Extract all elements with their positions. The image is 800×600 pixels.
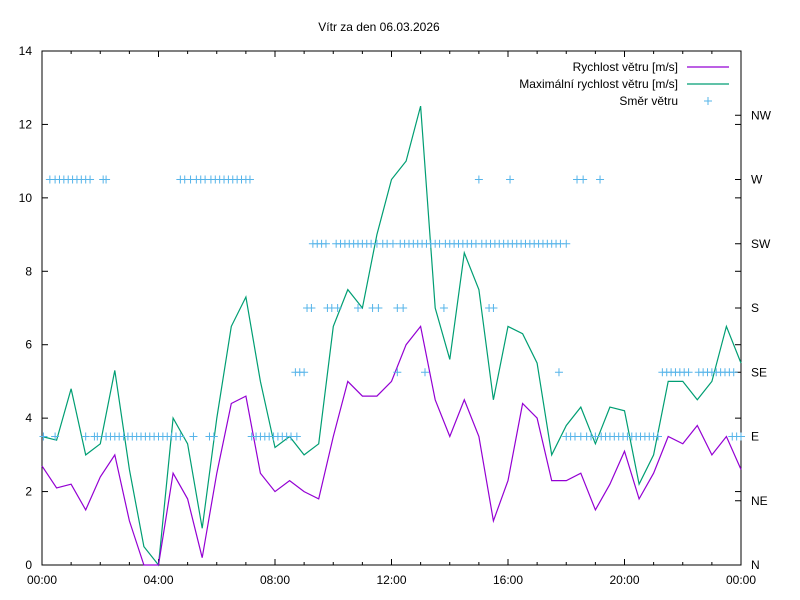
- direction-point: [489, 304, 498, 312]
- direction-point: [506, 175, 515, 184]
- plot-area: [39, 105, 745, 567]
- direction-point: [93, 432, 102, 441]
- legend-label: Maximální rychlost větru [m/s]: [519, 77, 678, 91]
- y2-tick-label: W: [751, 173, 763, 187]
- x-tick-label: 16:00: [493, 573, 523, 587]
- x-tick-label: 00:00: [27, 573, 57, 587]
- direction-point: [176, 432, 185, 441]
- y2-tick-label: NW: [751, 108, 772, 122]
- direction-point: [579, 175, 588, 184]
- y-tick-label: 2: [25, 485, 32, 499]
- series-line-speed: [41, 325, 742, 566]
- direction-point: [420, 368, 429, 377]
- y2-tick-label: SE: [751, 365, 767, 379]
- direction-point: [245, 175, 254, 184]
- direction-point: [729, 368, 738, 377]
- direction-point: [321, 239, 330, 248]
- y-tick-label: 6: [25, 338, 32, 352]
- direction-point: [333, 304, 342, 312]
- x-tick-label: 12:00: [376, 573, 406, 587]
- direction-point: [737, 432, 745, 441]
- direction-point: [209, 432, 218, 441]
- y2-tick-label: N: [751, 558, 760, 572]
- y-tick-label: 14: [19, 44, 33, 58]
- direction-point: [292, 432, 301, 441]
- x-tick-label: 00:00: [726, 573, 756, 587]
- x-tick-label: 04:00: [143, 573, 173, 587]
- direction-point: [684, 368, 693, 377]
- y-tick-label: 8: [25, 264, 32, 278]
- direction-point: [562, 239, 571, 248]
- y-tick-label: 12: [19, 117, 33, 131]
- chart-title: Vítr za den 06.03.2026: [318, 20, 440, 34]
- y2-tick-label: NE: [751, 494, 768, 508]
- y-tick-label: 0: [25, 558, 32, 572]
- direction-point: [388, 239, 397, 248]
- x-tick-label: 20:00: [609, 573, 639, 587]
- direction-point: [374, 304, 383, 312]
- series-line-max-speed: [41, 105, 742, 567]
- direction-point: [596, 175, 605, 184]
- direction-point: [554, 368, 563, 377]
- direction-point: [51, 432, 60, 441]
- legend-swatch: [704, 97, 712, 105]
- legend-label: Směr větru: [619, 94, 678, 108]
- direction-point: [81, 432, 90, 441]
- direction-point: [189, 432, 198, 441]
- direction-point: [399, 304, 408, 312]
- legend-label: Rychlost větru [m/s]: [573, 60, 678, 74]
- axes: 0 2 4 6 8 10 12 14 N NE E SE S SW W NW 00:00 04:00 08:00 12…: [19, 44, 772, 587]
- legend: Rychlost větru [m/s] Maximální rychlost v…: [519, 60, 729, 108]
- direction-point: [102, 175, 111, 184]
- direction-point: [393, 368, 402, 377]
- direction-point: [474, 175, 483, 184]
- y2-tick-label: SW: [751, 237, 771, 251]
- direction-point: [653, 432, 662, 441]
- x-tick-label: 08:00: [260, 573, 290, 587]
- direction-point: [300, 368, 309, 377]
- direction-point: [307, 304, 316, 312]
- y2-tick-label: E: [751, 430, 759, 444]
- direction-point: [39, 432, 48, 441]
- direction-point: [354, 304, 363, 312]
- direction-point: [86, 175, 95, 184]
- y2-tick-label: S: [751, 301, 759, 315]
- y-tick-label: 4: [25, 411, 32, 425]
- y-tick-label: 10: [19, 191, 33, 205]
- direction-point: [439, 304, 448, 312]
